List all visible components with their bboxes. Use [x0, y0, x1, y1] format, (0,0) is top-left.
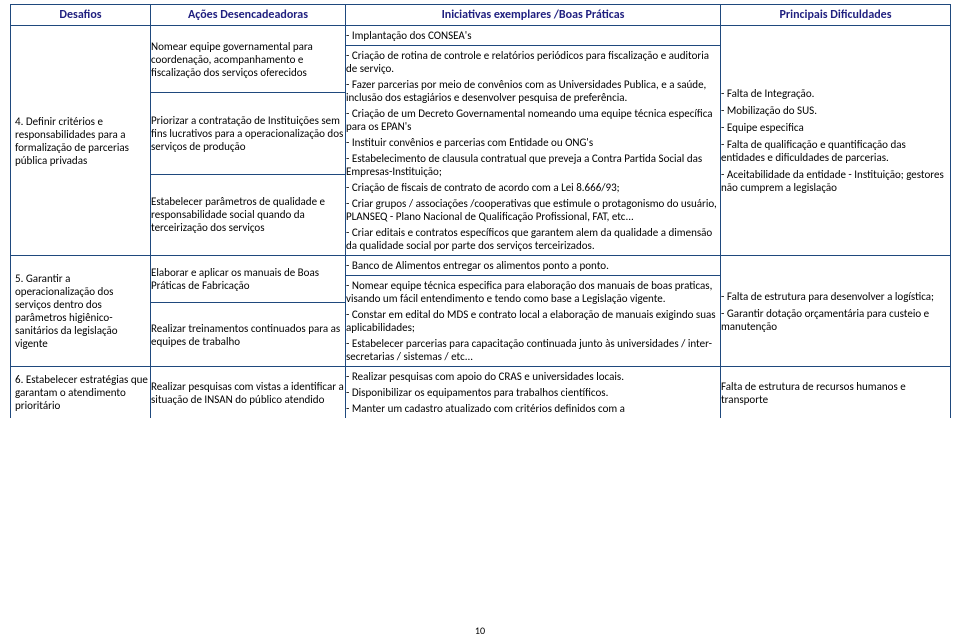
acao-text: Estabelecer parâmetros de qualidade e re…: [151, 195, 345, 234]
cell-dif-5: - Falta de estrutura para desenvolver a …: [721, 256, 951, 367]
desafio-text: Estabelecer estratégias que garantam o a…: [15, 373, 148, 412]
ini-text: - Criação de um Decreto Governamental no…: [346, 107, 720, 133]
dif-text: - Aceitabilidade da entidade - Instituiç…: [721, 168, 950, 194]
acao-text: Realizar treinamentos continuados para a…: [151, 322, 345, 348]
dif-text: - Falta de qualificação e quantificação …: [721, 138, 950, 164]
cell-acao-5-2: Realizar treinamentos continuados para a…: [151, 303, 346, 367]
cell-desafio-4: 4. Definir critérios e responsabilidades…: [11, 26, 151, 256]
cell-ini-5-rest: - Nomear equipe técnica especifica para …: [346, 276, 721, 367]
cell-acao-4-2: Priorizar a contratação de Instituições …: [151, 93, 346, 174]
header-acoes: Ações Desencadeadoras: [151, 5, 346, 26]
cell-ini-4-0: - Implantação dos CONSEA's: [346, 26, 721, 46]
cell-ini-6: - Realizar pesquisas com apoio do CRAS e…: [346, 367, 721, 419]
cell-ini-5-0: - Banco de Alimentos entregar os aliment…: [346, 256, 721, 276]
page-number: 10: [0, 624, 960, 637]
cell-ini-4-rest: - Criação de rotina de controle e relató…: [346, 46, 721, 256]
cell-acao-4-3: Estabelecer parâmetros de qualidade e re…: [151, 174, 346, 255]
dif-text: - Garantir dotação orçamentária para cus…: [721, 307, 950, 333]
cell-acao-4-1: Nomear equipe governamental para coorden…: [151, 26, 346, 93]
header-row: Desafios Ações Desencadeadoras Iniciativ…: [11, 5, 951, 26]
acao-text: Nomear equipe governamental para coorden…: [151, 40, 345, 79]
dif-text: - Mobilização do SUS.: [721, 104, 950, 117]
ini-text: - Disponibilizar os equipamentos para tr…: [346, 386, 720, 399]
acao-text: Elaborar e aplicar os manuais de Boas Pr…: [151, 266, 345, 292]
ini-text: - Nomear equipe técnica especifica para …: [346, 279, 720, 305]
main-table: Desafios Ações Desencadeadoras Iniciativ…: [10, 4, 951, 418]
ini-text: - Implantação dos CONSEA's: [346, 29, 720, 42]
ini-text: - Realizar pesquisas com apoio do CRAS e…: [346, 370, 720, 383]
acao-text: Priorizar a contratação de Instituições …: [151, 114, 345, 153]
cell-dif-4: - Falta de Integração. - Mobilização do …: [721, 26, 951, 256]
ini-text: - Constar em edital do MDS e contrato lo…: [346, 308, 720, 334]
desafio-text: Garantir a operacionalização dos serviço…: [15, 272, 118, 350]
header-dificuldades: Principais Dificuldades: [721, 5, 951, 26]
ini-text: - Manter um cadastro atualizado com crit…: [346, 402, 720, 415]
cell-dif-6: Falta de estrutura de recursos humanos e…: [721, 367, 951, 419]
acao-text: Realizar pesquisas com vistas a identifi…: [151, 380, 345, 406]
cell-desafio-5: 5. Garantir a operacionalização dos serv…: [11, 256, 151, 367]
desafio-text: Definir critérios e responsabilidades pa…: [15, 115, 129, 167]
desafio-num: 4.: [15, 115, 23, 128]
header-iniciativas: Iniciativas exemplares /Boas Práticas: [346, 5, 721, 26]
ini-text: - Fazer parcerias por meio de convênios …: [346, 78, 720, 104]
header-desafios: Desafios: [11, 5, 151, 26]
ini-text: - Criação de fiscais de contrato de acor…: [346, 181, 720, 194]
ini-text: - Banco de Alimentos entregar os aliment…: [346, 259, 720, 272]
dif-text: - Equipe especifica: [721, 121, 950, 134]
dif-text: - Falta de estrutura para desenvolver a …: [721, 290, 950, 303]
ini-text: - Criar grupos / associações /cooperativ…: [346, 197, 720, 223]
table-row: 4. Definir critérios e responsabilidades…: [11, 26, 951, 46]
dif-text: Falta de estrutura de recursos humanos e…: [721, 380, 950, 406]
ini-text: - Criar editais e contratos específicos …: [346, 226, 720, 252]
ini-text: - Criação de rotina de controle e relató…: [346, 49, 720, 75]
ini-text: - Estabelecer parcerias para capacitação…: [346, 337, 720, 363]
desafio-num: 5.: [15, 272, 23, 285]
cell-acao-5-1: Elaborar e aplicar os manuais de Boas Pr…: [151, 256, 346, 303]
table-row: 5. Garantir a operacionalização dos serv…: [11, 256, 951, 276]
cell-desafio-6: 6. Estabelecer estratégias que garantam …: [11, 367, 151, 419]
ini-text: - Instituir convênios e parcerias com En…: [346, 136, 720, 149]
dif-text: - Falta de Integração.: [721, 87, 950, 100]
table-row: 6. Estabelecer estratégias que garantam …: [11, 367, 951, 419]
desafio-num: 6.: [15, 373, 23, 386]
cell-acao-6-1: Realizar pesquisas com vistas a identifi…: [151, 367, 346, 419]
ini-text: - Estabelecimento de clausula contratual…: [346, 152, 720, 178]
